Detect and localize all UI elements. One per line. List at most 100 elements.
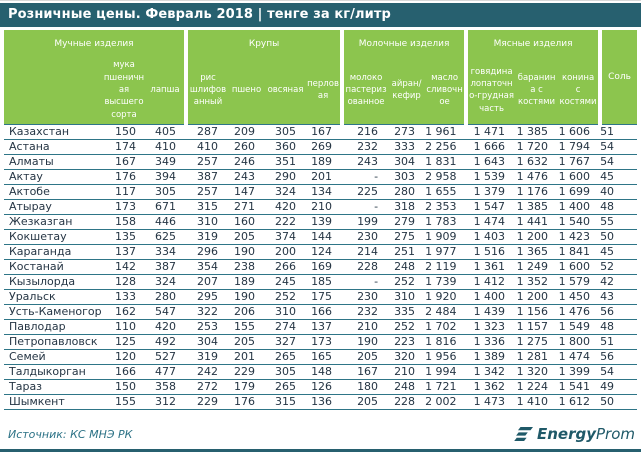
value-cell: 51: [600, 335, 615, 348]
value-cell: 56: [600, 305, 615, 318]
value-cell: 1 281: [516, 350, 549, 363]
value-cell: 173: [115, 200, 136, 213]
column-header-barley: перловая: [306, 57, 343, 124]
value-cell: 228: [394, 395, 416, 408]
value-cell: 176: [234, 395, 256, 408]
value-cell: 2 002: [425, 395, 457, 408]
column-header-butter: масло сливочное: [425, 57, 467, 124]
value-cell: -: [374, 275, 379, 288]
value-cell: 135: [115, 230, 136, 243]
value-cell: 1 783: [425, 215, 457, 228]
value-cell: 1 541: [558, 380, 591, 393]
value-cell: 296: [197, 245, 219, 258]
value-cell: 155: [115, 395, 136, 408]
value-cell: 225: [357, 185, 379, 198]
value-cell: 304: [197, 335, 219, 348]
value-cell: 349: [155, 155, 177, 168]
value-cell: 1 441: [516, 215, 549, 228]
value-cell: 324: [155, 275, 177, 288]
value-cell: 1 362: [473, 380, 506, 393]
value-cell: 1 767: [558, 155, 591, 168]
value-cell: 251: [394, 245, 416, 258]
logo-energy: Energy: [536, 425, 596, 443]
value-cell: -: [374, 200, 379, 213]
value-cell: 128: [115, 275, 136, 288]
value-cell: 175: [311, 290, 333, 303]
value-cell: 2 353: [425, 200, 457, 213]
value-cell: 242: [197, 365, 219, 378]
value-cell: 232: [357, 140, 379, 153]
table-row: Кокшетау 135 625 319 205 374 144 230 275 1 909 1 4…: [4, 229, 638, 244]
column-header-mutton: баранина с костями: [515, 57, 559, 124]
value-cell: 245: [275, 275, 297, 288]
value-cell: 305: [155, 185, 177, 198]
energyprom-logo-text: EnergyProm: [537, 425, 635, 443]
value-cell: 1 412: [473, 275, 506, 288]
value-cell: 273: [394, 125, 416, 138]
table-row: Актобе 117 305 257 147 324 134 225 280 1 655 1 379…: [4, 184, 638, 199]
value-cell: 166: [311, 305, 333, 318]
value-cell: 253: [197, 320, 219, 333]
value-cell: 280: [155, 290, 177, 303]
value-cell: 173: [311, 335, 333, 348]
value-cell: 1 200: [516, 290, 549, 303]
value-cell: 1 600: [558, 260, 591, 273]
value-cell: 1 721: [425, 380, 457, 393]
value-cell: 1 920: [425, 290, 457, 303]
page-title: Розничные цены. Февраль 2018 | тенге за …: [8, 7, 391, 22]
value-cell: 232: [357, 305, 379, 318]
value-cell: 1 410: [516, 395, 549, 408]
value-cell: 387: [155, 260, 177, 273]
value-cell: 1 612: [558, 395, 591, 408]
value-cell: 185: [311, 275, 333, 288]
value-cell: 137: [311, 320, 333, 333]
value-cell: 334: [155, 245, 177, 258]
value-cell: 260: [234, 140, 256, 153]
value-cell: 1 632: [516, 155, 549, 168]
corner-cell: [4, 57, 102, 124]
column-header-oatmeal: овсяная: [265, 57, 307, 124]
table-row: Костанай 142 387 354 238 266 169 228 248 2 119 1 3…: [4, 259, 638, 274]
value-cell: 333: [394, 140, 416, 153]
value-cell: 492: [155, 335, 177, 348]
value-cell: 190: [234, 290, 256, 303]
value-cell: 51: [600, 125, 615, 138]
value-cell: 179: [234, 380, 256, 393]
table-row: Кызылорда 128 324 207 189 245 185 - 252 1 739 1 41…: [4, 274, 638, 289]
column-header-horsemeat: конина с костями: [558, 57, 601, 124]
value-cell: 625: [155, 230, 177, 243]
table-row: Караганда 137 334 296 190 200 124 214 251 1 977 1 …: [4, 244, 638, 259]
value-cell: 1 956: [425, 350, 457, 363]
value-cell: 210: [311, 200, 333, 213]
value-cell: 1 385: [516, 200, 549, 213]
city-cell: Усть-Каменогор: [9, 305, 102, 318]
value-cell: 248: [394, 380, 416, 393]
value-cell: 351: [275, 155, 297, 168]
value-cell: 387: [197, 170, 219, 183]
value-cell: 56: [600, 350, 615, 363]
value-cell: 2 256: [425, 140, 457, 153]
value-cell: 136: [311, 395, 333, 408]
value-cell: 1 702: [425, 320, 457, 333]
value-cell: 45: [600, 245, 615, 258]
value-cell: 54: [600, 365, 615, 378]
value-cell: 252: [394, 320, 416, 333]
value-cell: 48: [600, 320, 615, 333]
value-cell: 1 400: [473, 290, 506, 303]
value-cell: 1 336: [473, 335, 506, 348]
value-cell: 201: [234, 350, 256, 363]
value-cell: 252: [275, 290, 297, 303]
column-header-noodles: лапша: [146, 57, 187, 124]
value-cell: 162: [115, 305, 136, 318]
energyprom-logo: EnergyProm: [513, 425, 635, 443]
value-cell: 1 666: [473, 140, 506, 153]
column-header-kefir: айран/ кефир: [388, 57, 426, 124]
value-cell: 190: [234, 245, 256, 258]
value-cell: 243: [357, 155, 379, 168]
column-header-millet: пшено: [228, 57, 266, 124]
value-cell: 1 389: [473, 350, 506, 363]
value-cell: 354: [197, 260, 219, 273]
value-cell: 1 385: [516, 125, 549, 138]
value-cell: 1 831: [425, 155, 457, 168]
column-header-beef: говядина лопаточно-грудная часть: [464, 57, 516, 124]
